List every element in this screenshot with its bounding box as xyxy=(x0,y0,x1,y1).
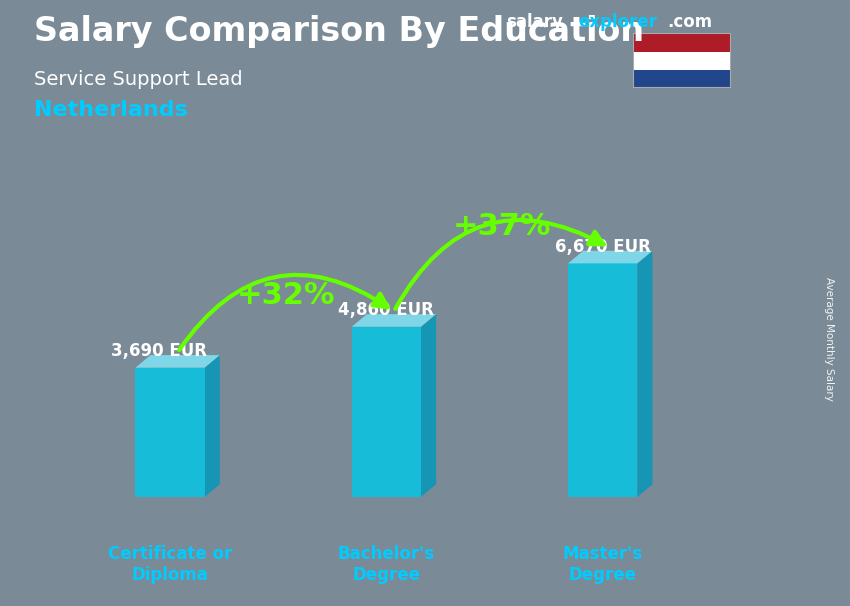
Polygon shape xyxy=(135,368,205,497)
Polygon shape xyxy=(352,327,421,497)
Text: Service Support Lead: Service Support Lead xyxy=(34,70,242,88)
Text: 3,690 EUR: 3,690 EUR xyxy=(111,342,207,360)
Polygon shape xyxy=(135,355,220,368)
Text: Salary Comparison By Education: Salary Comparison By Education xyxy=(34,15,644,48)
Text: 4,860 EUR: 4,860 EUR xyxy=(338,301,434,319)
Text: Master's
Degree: Master's Degree xyxy=(563,545,643,584)
Text: 6,670 EUR: 6,670 EUR xyxy=(555,238,650,256)
Text: salary: salary xyxy=(506,13,563,32)
Text: +32%: +32% xyxy=(236,281,335,310)
Text: Netherlands: Netherlands xyxy=(34,100,188,120)
Polygon shape xyxy=(352,314,436,327)
Bar xyxy=(633,33,731,52)
Text: +37%: +37% xyxy=(453,212,552,241)
Polygon shape xyxy=(205,355,220,497)
Polygon shape xyxy=(568,264,638,497)
Bar xyxy=(633,52,731,70)
Text: explorer: explorer xyxy=(578,13,657,32)
Text: Bachelor's
Degree: Bachelor's Degree xyxy=(337,545,435,584)
Bar xyxy=(633,70,731,88)
Polygon shape xyxy=(421,314,436,497)
Text: .com: .com xyxy=(667,13,712,32)
Text: Certificate or
Diploma: Certificate or Diploma xyxy=(108,545,232,584)
Polygon shape xyxy=(638,251,653,497)
Text: Average Monthly Salary: Average Monthly Salary xyxy=(824,278,834,401)
Polygon shape xyxy=(568,251,653,264)
